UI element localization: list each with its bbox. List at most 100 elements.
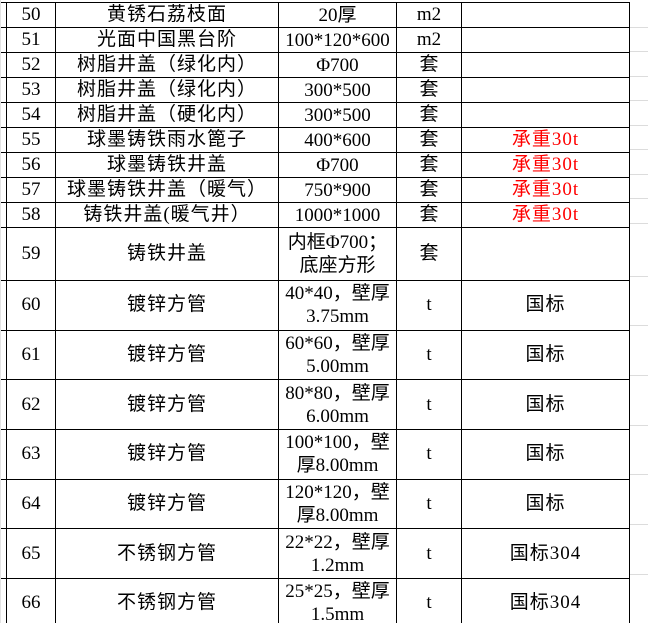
cell-spec[interactable]: Φ700 xyxy=(279,153,397,178)
cell-unit[interactable]: m2 xyxy=(397,28,462,53)
cell-spec[interactable]: 1000*1000 xyxy=(279,203,397,228)
cell-item-name[interactable]: 镀锌方管 xyxy=(56,330,279,381)
cell-note[interactable]: 国标304 xyxy=(462,579,630,623)
cell-spec[interactable]: 300*500 xyxy=(279,78,397,103)
cell-note[interactable]: 国标 xyxy=(462,430,630,480)
cell-left-sliver[interactable] xyxy=(0,53,7,78)
cell-unit[interactable]: 套 xyxy=(397,203,462,228)
cell-left-sliver[interactable] xyxy=(0,153,7,178)
cell-unit[interactable]: 套 xyxy=(397,78,462,103)
cell-item-name[interactable]: 不锈钢方管 xyxy=(56,529,279,580)
cell-left-sliver[interactable] xyxy=(0,3,7,28)
cell-item-name[interactable]: 黄锈石荔枝面 xyxy=(56,3,279,28)
cell-unit[interactable]: 套 xyxy=(397,53,462,78)
cell-note[interactable]: 承重30t xyxy=(462,153,630,178)
cell-note[interactable]: 承重30t xyxy=(462,128,630,153)
cell-row-number[interactable]: 60 xyxy=(7,281,56,331)
cell-spec[interactable]: 60*60，壁厚 5.00mm xyxy=(279,330,397,381)
cell-row-number[interactable]: 53 xyxy=(7,78,56,103)
cell-left-sliver[interactable] xyxy=(0,28,7,53)
cell-row-number[interactable]: 64 xyxy=(7,479,56,530)
cell-item-name[interactable]: 镀锌方管 xyxy=(56,430,279,480)
cell-left-sliver[interactable] xyxy=(0,529,7,580)
cell-row-number[interactable]: 51 xyxy=(7,28,56,53)
cell-item-name[interactable]: 镀锌方管 xyxy=(56,380,279,431)
cell-unit[interactable]: t xyxy=(397,281,462,331)
cell-left-sliver[interactable] xyxy=(0,430,7,480)
cell-item-name[interactable]: 球墨铸铁井盖（暖气） xyxy=(56,178,279,203)
cell-item-name[interactable]: 树脂井盖（硬化内） xyxy=(56,103,279,128)
cell-item-name[interactable]: 树脂井盖（绿化内） xyxy=(56,53,279,78)
cell-note[interactable]: 承重30t xyxy=(462,203,630,228)
cell-note[interactable] xyxy=(462,28,630,53)
cell-spec[interactable]: 100*100，壁 厚8.00mm xyxy=(279,430,397,480)
cell-left-sliver[interactable] xyxy=(0,103,7,128)
cell-spec[interactable]: 25*25，壁厚 1.5mm xyxy=(279,579,397,623)
cell-unit[interactable]: t xyxy=(397,430,462,480)
cell-unit[interactable]: 套 xyxy=(397,228,462,281)
cell-row-number[interactable]: 62 xyxy=(7,380,56,431)
cell-note[interactable]: 国标 xyxy=(462,479,630,530)
cell-row-number[interactable]: 63 xyxy=(7,430,56,480)
cell-row-number[interactable]: 55 xyxy=(7,128,56,153)
cell-note[interactable] xyxy=(462,3,630,28)
cell-row-number[interactable]: 54 xyxy=(7,103,56,128)
cell-row-number[interactable]: 52 xyxy=(7,53,56,78)
cell-unit[interactable]: t xyxy=(397,380,462,431)
cell-spec[interactable]: 120*120，壁 厚8.00mm xyxy=(279,479,397,530)
cell-note[interactable]: 承重30t xyxy=(462,178,630,203)
cell-row-number[interactable]: 61 xyxy=(7,330,56,381)
cell-row-number[interactable]: 56 xyxy=(7,153,56,178)
cell-unit[interactable]: t xyxy=(397,330,462,381)
cell-spec[interactable]: 750*900 xyxy=(279,178,397,203)
cell-spec[interactable]: 100*120*600 xyxy=(279,28,397,53)
cell-unit[interactable]: 套 xyxy=(397,103,462,128)
cell-item-name[interactable]: 球墨铸铁雨水篦子 xyxy=(56,128,279,153)
cell-unit[interactable]: m2 xyxy=(397,3,462,28)
cell-spec[interactable]: 300*500 xyxy=(279,103,397,128)
cell-spec[interactable]: 22*22，壁厚 1.2mm xyxy=(279,529,397,580)
cell-spec[interactable]: Φ700 xyxy=(279,53,397,78)
cell-note[interactable] xyxy=(462,53,630,78)
cell-left-sliver[interactable] xyxy=(0,178,7,203)
cell-item-name[interactable]: 树脂井盖（绿化内） xyxy=(56,78,279,103)
cell-item-name[interactable]: 铸铁井盖(暖气井） xyxy=(56,203,279,228)
cell-spec[interactable]: 40*40，壁厚 3.75mm xyxy=(279,281,397,331)
cell-item-name[interactable]: 球墨铸铁井盖 xyxy=(56,153,279,178)
cell-row-number[interactable]: 58 xyxy=(7,203,56,228)
cell-spec[interactable]: 80*80，壁厚 6.00mm xyxy=(279,380,397,431)
cell-note[interactable]: 国标 xyxy=(462,330,630,381)
cell-unit[interactable]: t xyxy=(397,479,462,530)
cell-item-name[interactable]: 镀锌方管 xyxy=(56,281,279,331)
cell-left-sliver[interactable] xyxy=(0,78,7,103)
cell-unit[interactable]: t xyxy=(397,529,462,580)
cell-note[interactable] xyxy=(462,78,630,103)
cell-row-number[interactable]: 50 xyxy=(7,3,56,28)
cell-unit[interactable]: t xyxy=(397,579,462,623)
cell-row-number[interactable]: 57 xyxy=(7,178,56,203)
cell-spec[interactable]: 20厚 xyxy=(279,3,397,28)
cell-note[interactable]: 国标 xyxy=(462,281,630,331)
cell-item-name[interactable]: 光面中国黑台阶 xyxy=(56,28,279,53)
cell-spec[interactable]: 内框Φ700； 底座方形 xyxy=(279,228,397,281)
cell-item-name[interactable]: 镀锌方管 xyxy=(56,479,279,530)
cell-row-number[interactable]: 59 xyxy=(7,228,56,281)
cell-note[interactable] xyxy=(462,103,630,128)
cell-note[interactable]: 国标 xyxy=(462,380,630,431)
cell-left-sliver[interactable] xyxy=(0,380,7,431)
cell-unit[interactable]: 套 xyxy=(397,178,462,203)
cell-unit[interactable]: 套 xyxy=(397,153,462,178)
cell-note[interactable]: 国标304 xyxy=(462,529,630,580)
cell-note[interactable] xyxy=(462,228,630,281)
cell-item-name[interactable]: 不锈钢方管 xyxy=(56,579,279,623)
cell-unit[interactable]: 套 xyxy=(397,128,462,153)
cell-left-sliver[interactable] xyxy=(0,479,7,530)
cell-row-number[interactable]: 65 xyxy=(7,529,56,580)
cell-left-sliver[interactable] xyxy=(0,203,7,228)
cell-left-sliver[interactable] xyxy=(0,579,7,623)
cell-row-number[interactable]: 66 xyxy=(7,579,56,623)
cell-left-sliver[interactable] xyxy=(0,228,7,281)
cell-left-sliver[interactable] xyxy=(0,281,7,331)
cell-left-sliver[interactable] xyxy=(0,330,7,381)
cell-left-sliver[interactable] xyxy=(0,128,7,153)
